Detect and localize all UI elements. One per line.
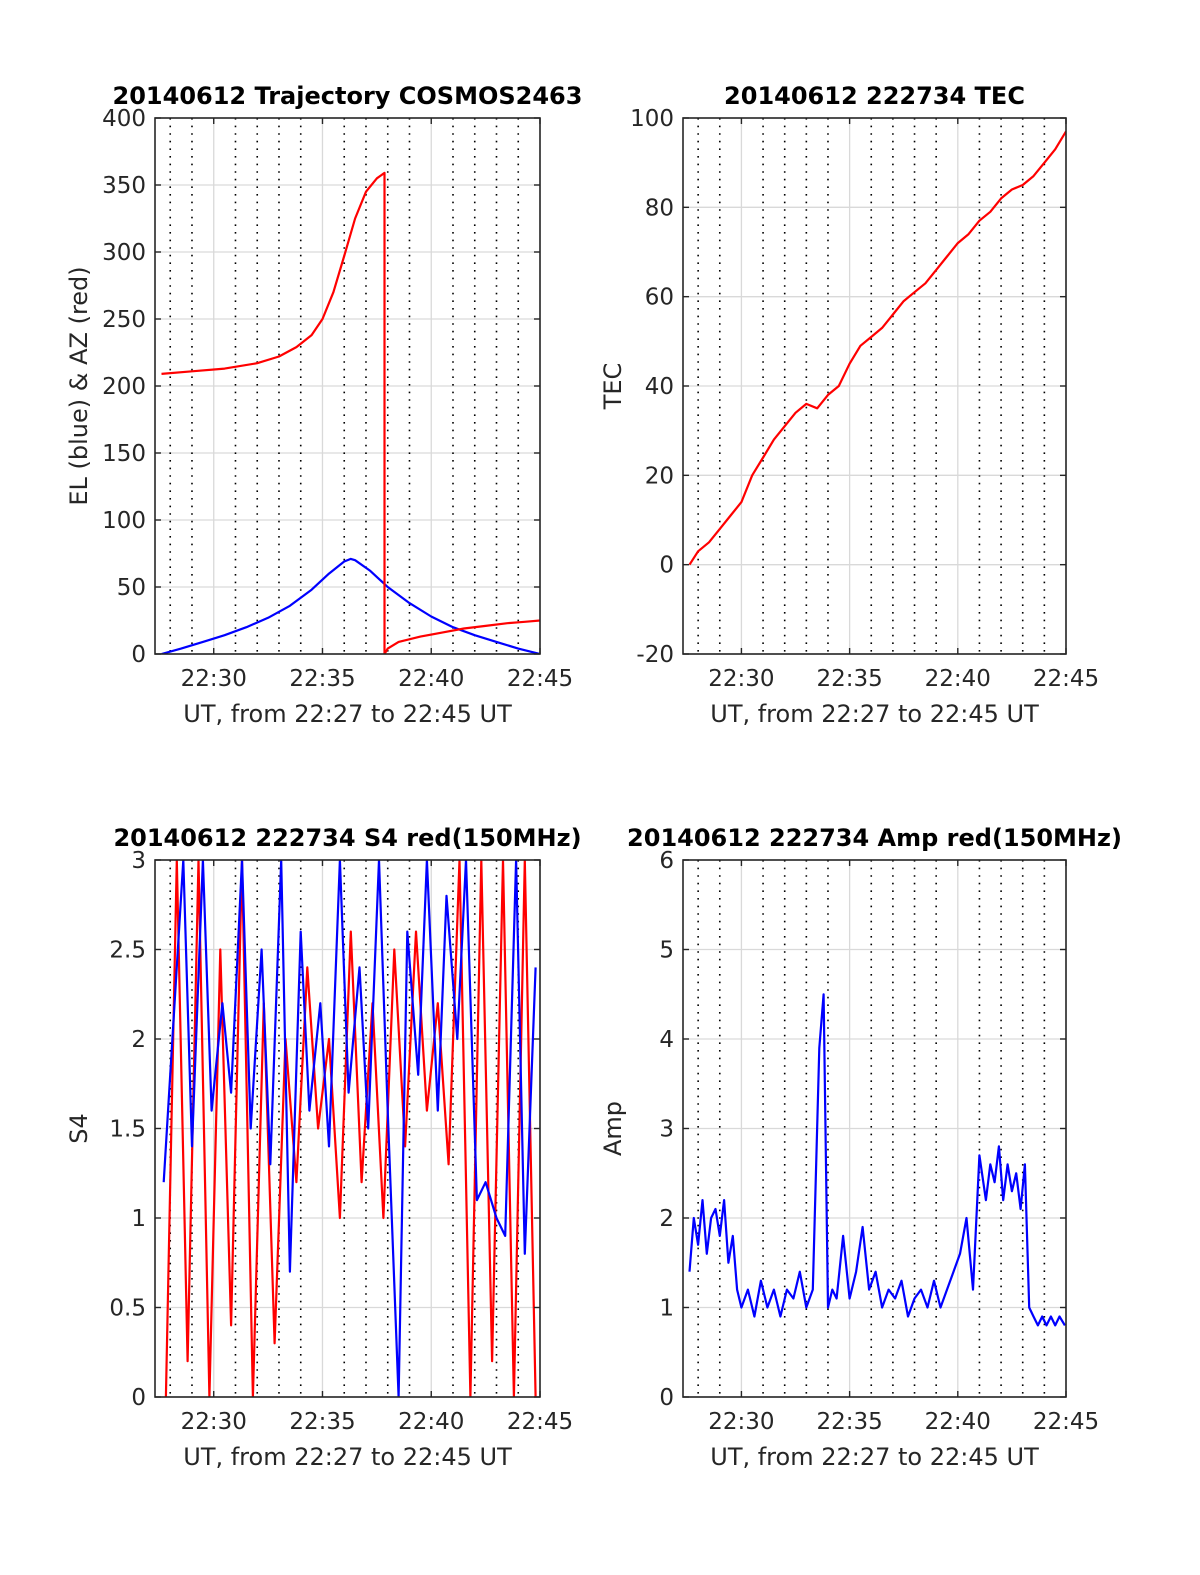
panel-trajectory: 0 50 100 150 200 250 300 350 400 22:30 22:35 22:40 2…	[65, 82, 582, 728]
x-tick-label: 22:45	[1033, 666, 1099, 692]
x-tick-label: 22:40	[925, 666, 991, 692]
x-tick-label: 22:30	[181, 1409, 247, 1435]
chart-title: 20140612 222734 Amp red(150MHz)	[627, 824, 1122, 852]
x-tick-label: 22:35	[816, 666, 882, 692]
y-axis-label: TEC	[599, 363, 627, 411]
panel-s4: 0 0.5 1 1.5 2 2.5 3 22:30 22:35 22:40 22:45 2014061…	[65, 824, 582, 1471]
y-tick-label: 0	[131, 642, 146, 668]
x-tick-label: 22:30	[708, 666, 774, 692]
y-tick-label: -20	[636, 642, 674, 668]
y-tick-label: 150	[102, 441, 146, 467]
x-tick-label: 22:45	[507, 1409, 573, 1435]
y-tick-label: 0	[659, 553, 674, 579]
panel-tec: -20 0 20 40 60 80 100 22:30 22:35 22:40 22:45 20140…	[599, 82, 1099, 728]
x-tick-label: 22:30	[708, 1409, 774, 1435]
x-axis-label: UT, from 22:27 to 22:45 UT	[710, 700, 1039, 728]
y-tick-label: 6	[659, 848, 674, 874]
x-tick-label: 22:35	[816, 1409, 882, 1435]
y-tick-label: 200	[102, 374, 146, 400]
y-tick-label: 50	[117, 575, 146, 601]
y-tick-label: 2	[131, 1027, 146, 1053]
x-tick-label: 22:35	[289, 1409, 355, 1435]
series-line-amp	[688, 993, 1066, 1327]
y-tick-label: 1	[131, 1206, 146, 1232]
y-tick-label: 40	[645, 374, 674, 400]
y-tick-label: 5	[659, 938, 674, 964]
y-tick-label: 300	[102, 240, 146, 266]
x-tick-label: 22:40	[925, 1409, 991, 1435]
x-tick-label: 22:40	[398, 666, 464, 692]
y-tick-label: 0.5	[109, 1296, 146, 1322]
y-axis-label: Amp	[599, 1101, 627, 1156]
y-tick-label: 350	[102, 173, 146, 199]
y-tick-label: 0	[659, 1385, 674, 1411]
chart-title: 20140612 222734 S4 red(150MHz)	[113, 824, 581, 852]
x-tick-label: 22:30	[181, 666, 247, 692]
series-line-az	[161, 171, 540, 654]
y-tick-label: 100	[630, 106, 674, 132]
series-line-s4-blue	[162, 860, 537, 1397]
x-axis-label: UT, from 22:27 to 22:45 UT	[183, 1443, 512, 1471]
chart-title: 20140612 Trajectory COSMOS2463	[113, 82, 583, 110]
y-tick-label: 20	[645, 463, 674, 489]
y-tick-label: 1.5	[109, 1117, 146, 1143]
y-tick-label: 400	[102, 106, 146, 132]
y-tick-label: 2.5	[109, 938, 146, 964]
series-line-s4-red	[164, 860, 537, 1397]
y-tick-label: 2	[659, 1206, 674, 1232]
y-tick-label: 0	[131, 1385, 146, 1411]
x-tick-label: 22:35	[289, 666, 355, 692]
series-line-tec	[688, 130, 1066, 566]
y-axis-label: EL (blue) & AZ (red)	[65, 266, 93, 505]
x-tick-label: 22:45	[507, 666, 573, 692]
y-tick-label: 3	[659, 1117, 674, 1143]
y-tick-label: 250	[102, 307, 146, 333]
x-tick-label: 22:45	[1033, 1409, 1099, 1435]
y-tick-label: 3	[131, 848, 146, 874]
chart-title: 20140612 222734 TEC	[724, 82, 1025, 110]
x-axis-label: UT, from 22:27 to 22:45 UT	[183, 700, 512, 728]
series-line-el	[161, 557, 540, 654]
y-tick-label: 100	[102, 508, 146, 534]
panel-amp: 0 1 2 3 4 5 6 22:30 22:35 22:40 22:45 20140612 2227…	[599, 824, 1122, 1471]
y-axis-label: S4	[65, 1113, 93, 1144]
y-tick-label: 4	[659, 1027, 674, 1053]
x-tick-label: 22:40	[398, 1409, 464, 1435]
y-tick-label: 80	[645, 195, 674, 221]
y-tick-label: 60	[645, 285, 674, 311]
x-axis-label: UT, from 22:27 to 22:45 UT	[710, 1443, 1039, 1471]
y-tick-label: 1	[659, 1296, 674, 1322]
